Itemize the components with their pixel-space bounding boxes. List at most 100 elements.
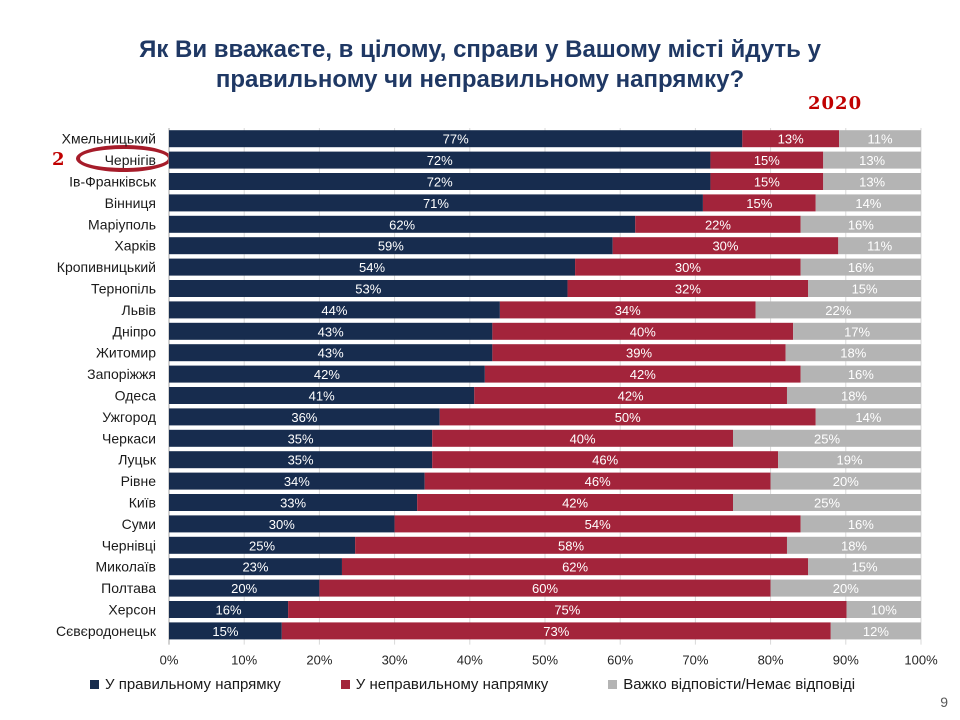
x-tick-label: 100%	[904, 653, 938, 668]
bar-hard	[793, 322, 921, 340]
bar-right	[169, 194, 703, 212]
legend-label-hard: Важко відповісти/Немає відповіді	[623, 676, 856, 693]
data-label: 43%	[318, 346, 344, 361]
bar-hard	[733, 429, 921, 447]
bar-hard	[800, 215, 921, 233]
bar-hard	[830, 622, 921, 640]
data-label: 40%	[630, 324, 656, 339]
bar-wrong	[288, 601, 847, 618]
bar-wrong	[319, 579, 771, 597]
bar-wrong	[635, 215, 801, 233]
data-label: 16%	[848, 260, 874, 275]
x-tick-label: 40%	[457, 653, 483, 668]
bar-wrong	[417, 494, 733, 511]
data-label: 46%	[592, 453, 618, 468]
bar-hard	[755, 301, 921, 319]
data-label: 42%	[562, 496, 588, 511]
category-label: Маріуполь	[88, 216, 156, 232]
category-label: Суми	[122, 516, 156, 532]
x-tick-label: 80%	[758, 653, 784, 668]
bar-wrong	[439, 408, 816, 426]
category-label: Полтава	[101, 580, 156, 596]
data-label: 22%	[705, 217, 731, 232]
data-label: 72%	[427, 175, 453, 190]
bar-wrong	[474, 387, 787, 404]
data-label: 54%	[359, 260, 385, 275]
bar-right	[169, 258, 576, 276]
x-tick-label: 20%	[306, 653, 332, 668]
data-label: 34%	[284, 474, 310, 489]
bar-hard	[800, 258, 921, 276]
category-label: Одеса	[115, 388, 157, 404]
category-label: Чернігів	[105, 152, 156, 168]
bar-right	[169, 322, 493, 340]
data-label: 58%	[558, 538, 584, 553]
chart-title: Як Ви вважаєте, в цілому, справи у Вашом…	[139, 36, 821, 93]
data-label: 41%	[309, 389, 335, 404]
data-label: 30%	[675, 260, 701, 275]
category-label: Ів-Франківськ	[69, 174, 157, 190]
category-label: Львів	[122, 302, 156, 318]
data-label: 20%	[833, 474, 859, 489]
bar-wrong	[575, 258, 801, 276]
data-label: 62%	[562, 560, 588, 575]
data-label: 72%	[427, 153, 453, 168]
data-label: 71%	[423, 196, 449, 211]
category-label: Херсон	[108, 602, 156, 618]
chart-legend: У правильному напрямку У неправильному н…	[90, 676, 910, 693]
data-label: 25%	[814, 431, 840, 446]
legend-swatch-right	[90, 680, 99, 689]
x-tick-label: 90%	[833, 653, 859, 668]
category-label: Дніпро	[113, 323, 157, 339]
category-label: Чернівці	[102, 537, 156, 553]
data-label: 16%	[216, 603, 242, 618]
data-label: 53%	[355, 282, 381, 297]
bar-right	[169, 622, 282, 640]
data-label: 14%	[855, 196, 881, 211]
category-label: Миколаїв	[95, 559, 156, 575]
data-label: 18%	[841, 538, 867, 553]
bar-right	[169, 558, 342, 576]
data-label: 17%	[844, 324, 870, 339]
data-label: 15%	[754, 175, 780, 190]
bar-wrong	[492, 322, 794, 340]
data-label: 25%	[249, 538, 275, 553]
bar-wrong	[432, 451, 779, 469]
bar-hard	[839, 130, 921, 148]
data-label: 12%	[863, 624, 889, 639]
bar-hard	[800, 515, 921, 533]
data-label: 13%	[778, 132, 804, 147]
bar-right	[169, 387, 475, 404]
highlight-rank: 2	[52, 149, 65, 170]
category-label: Запоріжжя	[87, 366, 156, 382]
data-label: 35%	[288, 453, 314, 468]
bar-hard	[770, 579, 921, 597]
category-label: Ужгород	[102, 409, 156, 425]
data-label: 32%	[675, 282, 701, 297]
legend-item-right: У правильному напрямку	[90, 676, 281, 693]
bar-wrong	[484, 365, 801, 383]
bar-wrong	[567, 280, 809, 297]
data-label: 16%	[848, 517, 874, 532]
bar-hard	[838, 237, 921, 255]
data-label: 75%	[554, 603, 580, 618]
data-label: 20%	[231, 581, 257, 596]
bar-wrong	[355, 536, 787, 554]
data-label: 77%	[443, 132, 469, 147]
legend-label-right: У правильному напрямку	[105, 676, 281, 693]
category-label: Тернопіль	[91, 281, 156, 297]
category-label: Луцьк	[118, 452, 157, 468]
data-label: 30%	[269, 517, 295, 532]
page-number: 9	[940, 694, 948, 710]
data-label: 33%	[280, 496, 306, 511]
category-label: Сєвєродонецьк	[56, 623, 157, 639]
bar-right	[169, 408, 440, 426]
category-label: Житомир	[96, 345, 156, 361]
bar-right	[169, 280, 568, 297]
data-label: 40%	[570, 431, 596, 446]
data-label: 20%	[833, 581, 859, 596]
legend-item-hard: Важко відповісти/Немає відповіді	[608, 676, 855, 693]
bar-right	[169, 601, 289, 618]
bar-right	[169, 451, 433, 469]
